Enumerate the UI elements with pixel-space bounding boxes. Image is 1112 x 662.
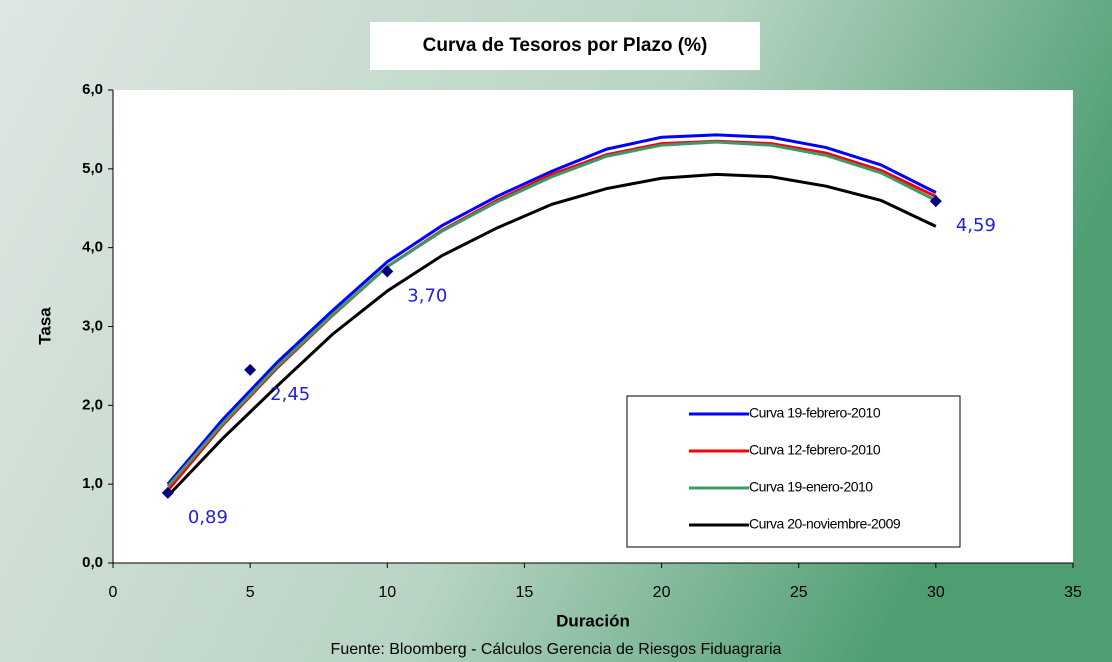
y-tick-label: 3,0: [82, 317, 103, 334]
data-point: [244, 363, 257, 376]
x-tick-label: 35: [1064, 584, 1082, 601]
y-tick-label: 4,0: [82, 239, 103, 256]
x-tick-label: 5: [246, 584, 255, 601]
y-tick-label: 1,0: [82, 475, 103, 492]
y-tick-label: 2,0: [82, 396, 103, 413]
x-tick-label: 10: [378, 584, 396, 601]
y-axis-label: Tasa: [35, 307, 54, 345]
x-tick-label: 15: [516, 584, 534, 601]
series-line: [166, 133, 937, 486]
x-tick-label: 20: [653, 584, 671, 601]
chart-title: Curva de Tesoros por Plazo (%): [423, 35, 708, 56]
legend-box: [626, 395, 961, 548]
series-line: [166, 140, 937, 488]
title-box: [370, 22, 760, 70]
legend-label: Curva 12-febrero-2010: [749, 442, 881, 458]
legend-label: Curva 19-enero-2010: [749, 479, 873, 495]
data-label: 2,45: [270, 384, 310, 405]
data-point: [929, 195, 942, 208]
legend-label: Curva 19-febrero-2010: [749, 405, 881, 421]
data-label: 4,59: [956, 215, 996, 236]
legend-label: Curva 20-noviembre-2009: [749, 516, 901, 532]
x-tick-label: 30: [927, 584, 945, 601]
source-note: Fuente: Bloomberg - Cálculos Gerencia de…: [331, 641, 782, 658]
y-tick-label: 0,0: [82, 554, 103, 571]
x-axis-label: Duración: [556, 611, 630, 630]
series-line: [166, 172, 937, 498]
data-label: 0,89: [188, 507, 228, 528]
data-point: [161, 486, 174, 499]
data-label: 3,70: [407, 285, 447, 306]
y-tick-label: 6,0: [82, 81, 103, 98]
data-point: [381, 265, 394, 278]
y-tick-label: 5,0: [82, 160, 103, 177]
x-tick-label: 25: [790, 584, 808, 601]
x-tick-label: 0: [109, 584, 118, 601]
